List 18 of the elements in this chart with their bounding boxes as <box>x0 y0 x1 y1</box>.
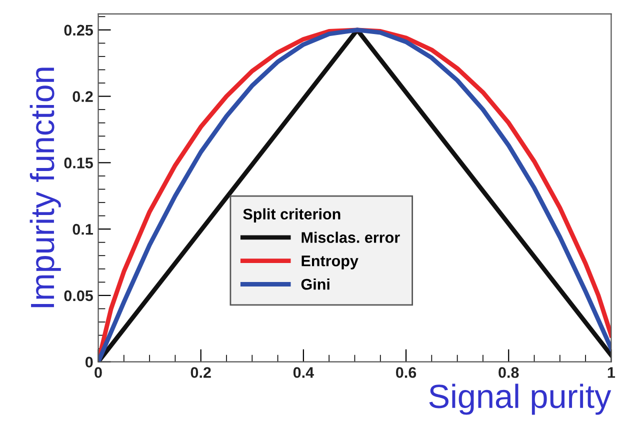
x-axis-title: Signal purity <box>429 384 612 415</box>
y-tick-label: 0.05 <box>64 290 93 302</box>
y-tick-label: 0.2 <box>72 91 93 102</box>
x-tick-label: 1 <box>608 367 616 378</box>
legend-title: Split criterion <box>243 208 340 223</box>
y-axis-title: Impurity function <box>30 68 61 308</box>
y-tick-label: 0.25 <box>64 24 93 36</box>
x-tick-label: 0.2 <box>190 367 211 378</box>
x-tick-label: 0.4 <box>293 367 314 378</box>
x-tick-label: 0.6 <box>396 367 416 378</box>
x-tick-label: 0 <box>94 367 102 378</box>
y-tick-label: 0.15 <box>64 158 93 168</box>
legend-label: Misclas. error <box>302 232 400 243</box>
x-tick-label: 0.8 <box>498 367 519 378</box>
legend-label: Entropy <box>302 256 358 270</box>
legend-label: Gini <box>301 278 330 290</box>
y-tick-label: 0.1 <box>72 224 93 235</box>
y-tick-label: 0 <box>86 356 93 368</box>
